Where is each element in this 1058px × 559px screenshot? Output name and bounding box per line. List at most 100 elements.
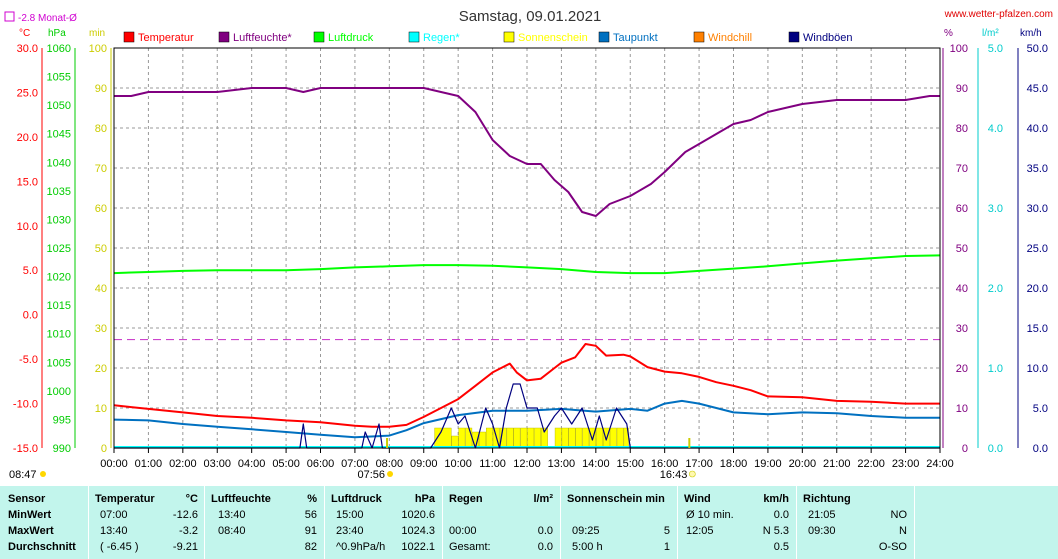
sunshine-bar-18 bbox=[575, 427, 583, 449]
series-layer bbox=[113, 87, 941, 449]
hpa-tick-label: 1005 bbox=[47, 357, 71, 369]
stats-temp-time: 13:40 bbox=[100, 525, 128, 537]
pct-tick-label: 10 bbox=[956, 403, 968, 415]
temp-tick-label: 15.0 bbox=[17, 176, 38, 188]
sunshine-bar-2 bbox=[458, 427, 466, 449]
legend-label-2: Luftdruck bbox=[328, 32, 374, 44]
stats-rain-value: 0.0 bbox=[537, 541, 553, 553]
hpa-tick-label: 990 bbox=[53, 443, 71, 455]
hpa-tick-label: 1050 bbox=[47, 100, 71, 112]
hpa-tick-label: 1045 bbox=[47, 129, 71, 141]
time-tick-label: 04:00 bbox=[238, 458, 266, 470]
stats-column-divider-0 bbox=[88, 486, 89, 559]
series-line-3 bbox=[113, 399, 940, 439]
stats-header-press: Luftdruck bbox=[331, 493, 382, 505]
sunshine-bar-17 bbox=[568, 427, 576, 449]
time-tick-label: 06:00 bbox=[307, 458, 335, 470]
stats-sun-time: 09:25 bbox=[572, 525, 600, 537]
stats-temp-value: -9.21 bbox=[172, 541, 198, 553]
stats-rain-time: 00:00 bbox=[449, 525, 477, 537]
legend-label-5: Taupunkt bbox=[613, 32, 658, 44]
rain-tick-label: 1.0 bbox=[988, 363, 1003, 375]
stats-dir-time: 09:30 bbox=[808, 525, 836, 537]
time-tick-label: 05:00 bbox=[272, 458, 300, 470]
stats-table: Sensor Temperatur °C Luftfeuchte% Luftdruck h… bbox=[0, 486, 1058, 559]
hpa-tick-label: 995 bbox=[53, 414, 71, 426]
stats-wind-value: N 5.3 bbox=[762, 525, 789, 537]
temp-tick-label: 0.0 bbox=[23, 310, 38, 322]
series-line-2 bbox=[113, 254, 941, 275]
stats-dir-value: O-SO bbox=[878, 541, 907, 553]
series-line-0 bbox=[113, 343, 940, 428]
sunshine-bar-23 bbox=[609, 427, 617, 449]
hpa-tick-label: 1015 bbox=[47, 300, 71, 312]
hpa-tick-label: 1000 bbox=[47, 386, 71, 398]
min-tick-label: 60 bbox=[95, 203, 107, 215]
legend-swatch-2 bbox=[313, 31, 325, 43]
unit-lm2: l/m² bbox=[982, 28, 999, 39]
kmh-tick-label: 50.0 bbox=[1027, 43, 1048, 55]
time-tick-label: 15:00 bbox=[616, 458, 644, 470]
stats-press-time: 15:00 bbox=[336, 509, 364, 521]
kmh-tick-label: 15.0 bbox=[1027, 323, 1048, 335]
rain-tick-label: 4.0 bbox=[988, 123, 1003, 135]
sunshine-bar-21 bbox=[596, 427, 603, 449]
sunshine-bar-11 bbox=[520, 427, 528, 449]
stats-header-temp-unit: °C bbox=[185, 493, 198, 505]
min-tick-label: 0 bbox=[101, 443, 107, 455]
stats-sun-time: 5:00 h bbox=[572, 541, 603, 553]
stats-wind-value: 0.5 bbox=[773, 541, 789, 553]
sunshine-bar-9 bbox=[506, 427, 514, 449]
plot-frame bbox=[113, 47, 941, 449]
stats-hum-time: 13:40 bbox=[218, 509, 246, 521]
min-tick-label: 50 bbox=[95, 243, 107, 255]
site-link[interactable]: www.wetter-pfalzen.com bbox=[944, 9, 1053, 20]
stats-press-time: ^0.9hPa/h bbox=[336, 541, 386, 553]
stats-header-temp: Temperatur bbox=[95, 493, 155, 505]
kmh-tick-label: 5.0 bbox=[1033, 403, 1048, 415]
min-tick-label: 40 bbox=[95, 283, 107, 295]
min-tick-label: 70 bbox=[95, 163, 107, 175]
stats-header-press-unit: hPa bbox=[414, 493, 435, 505]
pct-tick-label: 100 bbox=[950, 43, 968, 55]
pct-tick-label: 90 bbox=[956, 83, 968, 95]
sunshine-bar-16 bbox=[561, 427, 569, 449]
markers: 07:56 16:43 08:47 bbox=[9, 438, 696, 481]
stats-dir-value: N bbox=[899, 525, 907, 537]
sunrise-label: 07:56 bbox=[358, 469, 386, 481]
legend-swatch-3 bbox=[408, 31, 420, 43]
sunset-sun-icon bbox=[689, 470, 696, 478]
pct-tick-label: 70 bbox=[956, 163, 968, 175]
stats-row-label: MaxWert bbox=[8, 525, 54, 537]
stats-dir-time: 21:05 bbox=[808, 509, 836, 521]
stats-column-divider-1 bbox=[204, 486, 205, 559]
grid bbox=[114, 48, 940, 448]
pct-tick-label: 0 bbox=[962, 443, 968, 455]
stats-column-divider-7 bbox=[914, 486, 915, 559]
stats-wind-time: Ø 10 min. bbox=[686, 509, 734, 521]
stats-hum-time: 08:40 bbox=[218, 525, 246, 537]
time-tick-label: 07:00 bbox=[341, 458, 369, 470]
series-line-1 bbox=[114, 87, 940, 217]
time-tick-label: 08:00 bbox=[376, 458, 404, 470]
month-avg-label: -2.8 Monat-Ø bbox=[18, 13, 77, 24]
stats-header-dir: Richtung bbox=[803, 493, 851, 505]
time-tick-label: 10:00 bbox=[444, 458, 472, 470]
temp-tick-label: 20.0 bbox=[17, 132, 38, 144]
stats-column-divider-6 bbox=[796, 486, 797, 559]
legend-swatch-4 bbox=[503, 31, 515, 43]
sunshine-bar-15 bbox=[554, 427, 562, 449]
sunshine-bar-12 bbox=[527, 427, 535, 449]
pct-tick-label: 40 bbox=[956, 283, 968, 295]
temp-tick-label: -5.0 bbox=[19, 354, 38, 366]
stats-sun-value: 5 bbox=[663, 525, 670, 537]
unit-min: min bbox=[89, 28, 105, 39]
stats-temp-value: -3.2 bbox=[179, 525, 198, 537]
temp-tick-label: -10.0 bbox=[13, 399, 38, 411]
hpa-tick-label: 1010 bbox=[47, 329, 71, 341]
stats-column-divider-5 bbox=[677, 486, 678, 559]
pct-tick-label: 20 bbox=[956, 363, 968, 375]
stats-header-wind: Wind bbox=[684, 493, 711, 505]
current-time-sun-icon bbox=[40, 471, 46, 477]
legend-label-7: Windböen bbox=[803, 32, 853, 44]
